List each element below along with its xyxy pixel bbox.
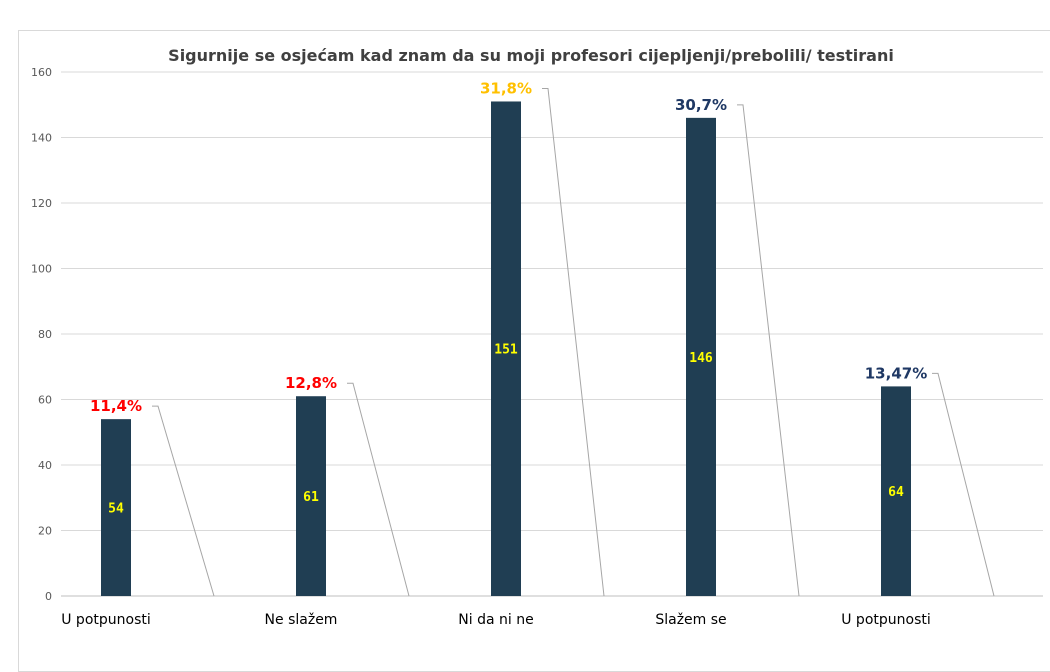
bar-value-label: 61 <box>303 490 319 505</box>
percent-label: 12,8% <box>285 374 337 392</box>
category-label: Ni da ni ne <box>458 612 533 628</box>
percent-label: 31,8% <box>480 79 532 97</box>
y-tick-label: 20 <box>38 525 52 538</box>
bar-value-label: 64 <box>888 485 904 500</box>
percent-label: 13,47% <box>865 364 927 382</box>
leader-line <box>737 104 800 597</box>
bar <box>686 117 716 596</box>
leader-line <box>932 372 995 597</box>
bar <box>101 419 131 596</box>
bar <box>296 396 326 596</box>
bar-value-label: 54 <box>108 502 124 517</box>
category-label: Slažem se <box>655 612 726 628</box>
y-tick-label: 160 <box>31 66 52 79</box>
bar <box>491 101 521 596</box>
bar-value-label: 151 <box>494 343 518 358</box>
category-label: U potpunosti <box>61 612 151 628</box>
y-tick-label: 40 <box>38 459 52 472</box>
chart-frame: Sigurnije se osjećam kad znam da su moji… <box>18 30 1050 672</box>
category-label: Ne slažem <box>265 612 338 628</box>
y-tick-label: 120 <box>31 197 52 210</box>
y-tick-label: 100 <box>31 263 52 276</box>
y-tick-label: 140 <box>31 132 52 145</box>
bar <box>881 386 911 596</box>
bar-chart: Sigurnije se osjećam kad znam da su moji… <box>31 46 1043 628</box>
y-tick-label: 0 <box>45 590 52 603</box>
percent-label: 11,4% <box>90 397 142 415</box>
leader-line <box>347 382 410 597</box>
y-tick-label: 60 <box>38 394 52 407</box>
chart-title: Sigurnije se osjećam kad znam da su moji… <box>168 46 894 65</box>
leader-line <box>542 87 605 597</box>
bar-value-label: 146 <box>689 351 713 366</box>
category-label: U potpunosti <box>841 612 931 628</box>
leader-line <box>152 405 215 597</box>
y-tick-label: 80 <box>38 328 52 341</box>
percent-label: 30,7% <box>675 96 727 114</box>
